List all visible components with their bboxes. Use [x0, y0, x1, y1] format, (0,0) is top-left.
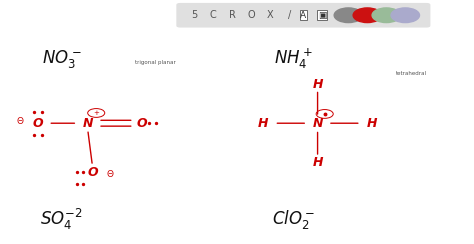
Circle shape — [334, 8, 363, 22]
Text: H: H — [367, 117, 377, 130]
Text: trigonal planar: trigonal planar — [135, 60, 176, 65]
Text: C: C — [210, 10, 217, 20]
Text: O: O — [33, 117, 43, 130]
Text: ▣: ▣ — [318, 11, 327, 20]
Text: X: X — [267, 10, 273, 20]
Text: $NH_4^+$: $NH_4^+$ — [274, 46, 313, 71]
Text: $ClO_2^-$: $ClO_2^-$ — [272, 208, 316, 231]
Text: O: O — [87, 165, 98, 179]
Text: $SO_4^{-2}$: $SO_4^{-2}$ — [40, 207, 83, 232]
Text: N: N — [82, 117, 93, 130]
Text: A: A — [301, 11, 306, 20]
Text: H: H — [312, 78, 323, 91]
Text: R: R — [229, 10, 236, 20]
Text: O: O — [247, 10, 255, 20]
Text: +: + — [93, 110, 99, 116]
Text: $NO_3^-$: $NO_3^-$ — [42, 48, 82, 70]
Text: 5: 5 — [191, 10, 198, 20]
Circle shape — [391, 8, 419, 22]
Text: H: H — [312, 156, 323, 169]
Circle shape — [372, 8, 401, 22]
FancyBboxPatch shape — [176, 3, 430, 28]
Text: O: O — [137, 117, 147, 130]
Text: Θ: Θ — [17, 118, 23, 126]
Circle shape — [353, 8, 382, 22]
Text: /: / — [288, 10, 291, 20]
Text: tetrahedral: tetrahedral — [396, 71, 427, 76]
Text: N: N — [312, 117, 323, 130]
Text: H: H — [258, 117, 268, 130]
Text: Θ: Θ — [107, 171, 114, 179]
